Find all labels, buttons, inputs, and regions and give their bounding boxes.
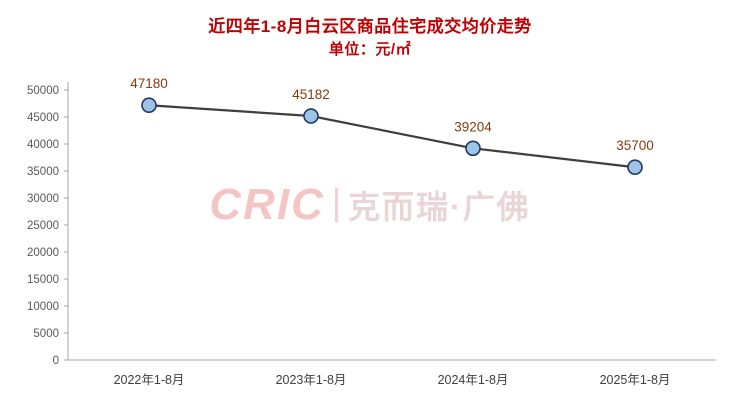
chart-subtitle: 单位：元/㎡ (328, 41, 412, 58)
y-axis-tick-label: 25000 (27, 220, 59, 232)
x-axis-category-label: 2025年1-8月 (600, 373, 671, 387)
data-point-label: 45182 (292, 87, 330, 102)
y-axis-tick-label: 30000 (27, 193, 59, 205)
y-axis-tick-label: 50000 (27, 85, 59, 97)
y-axis-tick-label: 40000 (27, 139, 59, 151)
y-axis-tick-label: 5000 (33, 328, 59, 340)
x-axis-category-label: 2022年1-8月 (114, 373, 185, 387)
data-point-marker (303, 108, 319, 124)
y-axis-tick-label: 0 (53, 355, 59, 367)
y-axis-tick-label: 45000 (27, 112, 59, 124)
data-point-marker (465, 140, 481, 157)
x-axis-category-label: 2024年1-8月 (438, 373, 509, 387)
x-axis-category-label: 2023年1-8月 (276, 373, 347, 387)
data-point-marker (141, 97, 157, 114)
data-point-marker (627, 159, 643, 176)
y-axis-tick-label: 35000 (27, 166, 59, 178)
price-series-line (148, 104, 636, 169)
y-axis-tick-label: 15000 (27, 274, 59, 286)
chart-title: 近四年1-8月白云区商品住宅成交均价走势 (208, 17, 532, 36)
y-axis-tick-label: 10000 (27, 301, 59, 313)
y-axis-tick-label: 20000 (27, 247, 59, 259)
data-point-label: 35700 (616, 138, 654, 153)
data-point-label: 39204 (454, 119, 492, 134)
data-point-label: 47180 (130, 76, 168, 91)
